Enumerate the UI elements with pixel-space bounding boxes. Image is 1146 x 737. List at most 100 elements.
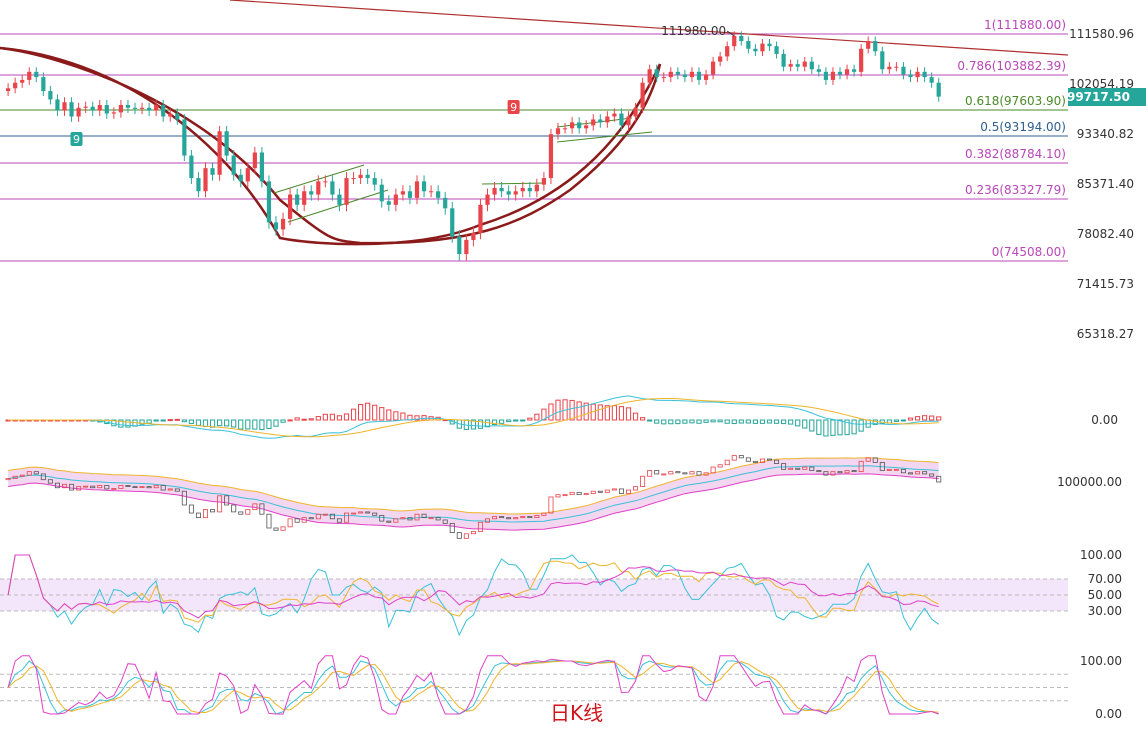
macd-bar	[280, 419, 286, 423]
candle-body	[259, 152, 264, 182]
macd-bar	[802, 419, 808, 429]
candle-body	[97, 105, 102, 111]
macd-bar	[900, 419, 907, 422]
fib-label: 0.786(103882.39)	[957, 59, 1066, 73]
macd-bar	[724, 419, 730, 424]
boll-bar	[908, 472, 914, 475]
macd-bar	[640, 417, 646, 421]
boll-bar	[922, 471, 928, 475]
candle-body	[562, 128, 568, 130]
rsi-line	[7, 554, 939, 637]
candle-body	[83, 106, 88, 108]
boll-bar	[738, 455, 744, 459]
boll-bar	[788, 467, 794, 470]
candle-body	[132, 107, 138, 109]
candle-body	[873, 41, 878, 52]
boll-bar	[26, 471, 32, 476]
candle-body	[894, 66, 899, 68]
macd-bar	[315, 416, 321, 421]
boll-bar	[633, 486, 639, 491]
macd-bar	[470, 419, 476, 430]
macd-bar	[414, 415, 420, 421]
macd-bar	[527, 417, 533, 421]
candle-body	[316, 181, 321, 195]
boll-bar	[513, 517, 519, 520]
fib-label: 0.382(88784.10)	[965, 147, 1066, 161]
boll-bar	[555, 494, 561, 498]
candle-body	[147, 107, 152, 111]
candle-body	[844, 69, 850, 75]
macd-bar	[752, 419, 758, 424]
macd-bar	[358, 403, 364, 421]
boll-bar	[308, 517, 314, 520]
macd-bar	[788, 419, 794, 425]
boll-bar	[62, 483, 68, 489]
macd-bar	[795, 419, 801, 427]
boll-bar	[879, 462, 885, 471]
macd-bar	[125, 419, 131, 428]
boll-bar	[132, 486, 138, 489]
candle-body	[372, 178, 377, 185]
boll-bar	[252, 503, 258, 511]
candle-body	[386, 201, 391, 205]
macd-bar	[696, 419, 702, 424]
candle-body	[654, 69, 659, 78]
boll-bar	[139, 486, 145, 489]
candle-body	[929, 77, 934, 83]
boll-bar	[160, 485, 166, 491]
candle-body	[809, 61, 814, 70]
cup-arc	[0, 46, 662, 245]
candle-body	[76, 107, 81, 117]
candle-body	[682, 74, 687, 78]
boll-bar	[548, 496, 554, 514]
boll-bar	[590, 490, 596, 494]
candle-body	[520, 187, 525, 192]
macd-bar	[146, 419, 152, 424]
macd-bar	[287, 419, 293, 422]
boll-bar	[844, 470, 850, 474]
boll-bar	[449, 523, 455, 534]
macd-bar	[224, 419, 230, 427]
candle-body	[534, 184, 539, 192]
td-marker-badge	[507, 100, 520, 114]
boll-bar	[435, 517, 441, 521]
candle-body	[118, 105, 123, 113]
boll-bar	[195, 512, 201, 519]
macd-bar	[682, 419, 688, 424]
boll-bar	[886, 468, 892, 471]
macd-bar	[731, 419, 737, 425]
boll-bar	[696, 471, 702, 476]
candle-body	[499, 187, 504, 192]
boll-bar	[499, 516, 505, 519]
boll-bar	[365, 511, 371, 514]
macd-bar	[520, 419, 526, 422]
price-axis-tick: 111580.96	[1069, 27, 1134, 41]
candle-body	[788, 64, 793, 67]
macd-bar	[160, 419, 166, 422]
candle-body	[703, 74, 709, 80]
price-axis-tick: 102054.19	[1069, 77, 1134, 91]
boll-bar	[287, 518, 293, 528]
rsi-axis-tick: 30.00	[1088, 604, 1122, 618]
candle-body	[880, 51, 885, 70]
macd-bar	[386, 409, 392, 421]
boll-bar	[421, 513, 427, 519]
candle-body	[619, 113, 624, 126]
candle-body	[196, 178, 201, 192]
candle-body	[485, 194, 490, 205]
macd-bar	[872, 419, 878, 425]
boll-bar	[520, 516, 526, 519]
macd-bar	[245, 419, 251, 430]
boll-bar	[767, 458, 773, 461]
macd-bar	[766, 419, 773, 424]
boll-bar	[90, 485, 96, 489]
candle-body	[696, 71, 702, 80]
boll-bar	[731, 455, 737, 461]
candle-body	[344, 178, 349, 205]
boll-bar	[477, 521, 483, 532]
boll-bar	[809, 466, 815, 471]
candle-body	[577, 122, 582, 129]
candle-body	[69, 102, 74, 117]
boll-bar	[47, 479, 53, 484]
